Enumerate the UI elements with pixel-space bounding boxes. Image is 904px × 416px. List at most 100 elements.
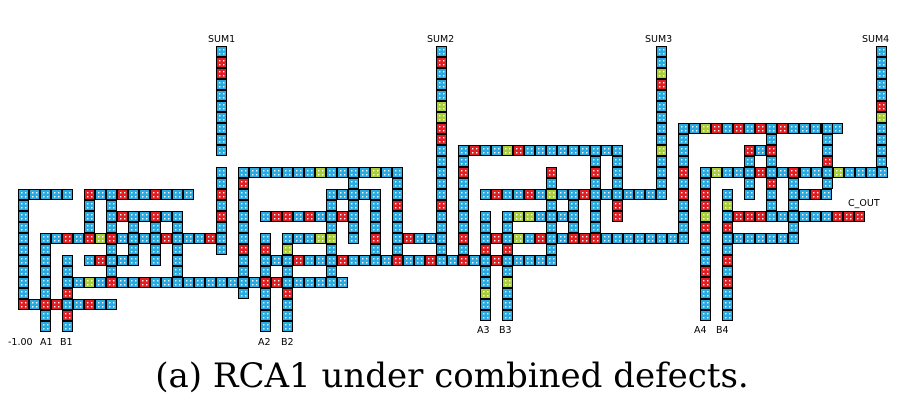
quantum-dot [65,258,67,260]
quantum-dot [113,214,115,216]
qca-cell [722,211,733,222]
quantum-dot [465,207,467,209]
quantum-dot [439,163,441,165]
quantum-dot [795,218,797,220]
qca-cell [535,211,546,222]
quantum-dot [153,247,155,249]
quantum-dot [43,295,45,297]
quantum-dot [329,284,331,286]
label-sum4: SUM4 [862,34,889,45]
quantum-dot [333,280,335,282]
quantum-dot [377,258,379,260]
quantum-dot [659,108,661,110]
qca-cell [491,255,502,266]
quantum-dot [560,236,562,238]
quantum-dot [289,170,291,172]
qca-cell [766,233,777,244]
quantum-dot [87,214,89,216]
quantum-dot [186,284,188,286]
quantum-dot [829,126,831,128]
quantum-dot [520,148,522,150]
quantum-dot [825,126,827,128]
qca-cell [689,123,700,134]
quantum-dot [267,302,269,304]
quantum-dot [344,174,346,176]
qca-cell [667,233,678,244]
quantum-dot [113,247,115,249]
quantum-dot [828,192,830,194]
quantum-dot [707,247,709,249]
qca-cell [62,299,73,310]
quantum-dot [168,214,170,216]
quantum-dot [487,306,489,308]
quantum-dot [267,247,269,249]
quantum-dot [817,218,819,220]
quantum-dot [780,240,782,242]
qca-cell [51,233,62,244]
quantum-dot [47,313,49,315]
quantum-dot [542,148,544,150]
quantum-dot [410,262,412,264]
qca-cell [337,277,348,288]
quantum-dot [241,269,243,271]
quantum-dot [443,130,445,132]
quantum-dot [802,214,804,216]
quantum-dot [879,137,881,139]
quantum-dot [681,130,683,132]
qca-cell [161,233,172,244]
quantum-dot [542,240,544,242]
quantum-dot [344,218,346,220]
quantum-dot [65,262,67,264]
quantum-dot [289,280,291,282]
qca-cell [634,233,645,244]
quantum-dot [593,192,595,194]
label-cin: -1.00 [8,337,33,348]
quantum-dot [615,218,617,220]
quantum-dot [80,236,82,238]
quantum-dot [355,181,357,183]
quantum-dot [87,280,89,282]
quantum-dot [619,214,621,216]
quantum-dot [549,247,551,249]
quantum-dot [373,192,375,194]
quantum-dot [604,196,606,198]
quantum-dot [751,170,753,172]
quantum-dot [516,152,518,154]
quantum-dot [685,152,687,154]
quantum-dot [593,174,595,176]
qca-cell [271,277,282,288]
quantum-dot [751,181,753,183]
quantum-dot [879,71,881,73]
quantum-dot [685,229,687,231]
quantum-dot [505,291,507,293]
quantum-dot [619,170,621,172]
quantum-dot [740,236,742,238]
quantum-dot [289,218,291,220]
quantum-dot [663,170,665,172]
qca-cell [293,277,304,288]
quantum-dot [806,218,808,220]
qca-cell [876,68,887,79]
qca-cell [700,200,711,211]
quantum-dot [124,236,126,238]
quantum-dot [553,225,555,227]
quantum-dot [828,218,830,220]
qca-cell [40,310,51,321]
quantum-dot [560,214,562,216]
quantum-dot [487,273,489,275]
quantum-dot [883,152,885,154]
quantum-dot [289,251,291,253]
quantum-dot [439,192,441,194]
quantum-dot [685,218,687,220]
quantum-dot [879,130,881,132]
quantum-dot [817,214,819,216]
qca-cell [502,189,513,200]
quantum-dot [285,280,287,282]
quantum-dot [509,284,511,286]
qca-cell [844,167,855,178]
qca-cell [326,167,337,178]
quantum-dot [674,236,676,238]
quantum-dot [784,236,786,238]
qca-cell [612,189,623,200]
quantum-dot [817,130,819,132]
